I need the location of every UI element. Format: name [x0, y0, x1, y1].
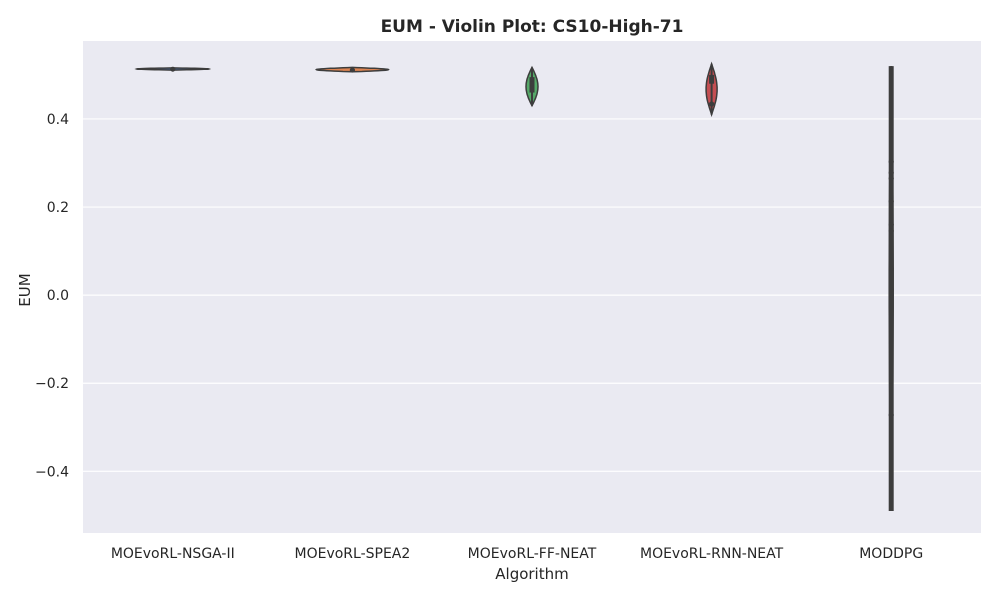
x-axis-label: Algorithm	[495, 565, 568, 583]
data-point	[888, 412, 894, 418]
violin-median	[529, 81, 535, 87]
x-tick-label: MOEvoRL-FF-NEAT	[468, 546, 597, 562]
x-axis-ticks: MOEvoRL-NSGA-II MOEvoRL-SPEA2 MOEvoRL-FF-N…	[111, 546, 923, 562]
violin-median	[170, 66, 176, 72]
data-point	[888, 286, 894, 293]
plot-area	[83, 41, 981, 533]
violin-moevorl-spea2	[315, 66, 390, 73]
chart-title: EUM - Violin Plot: CS10-High-71	[381, 17, 684, 37]
violins	[134, 61, 894, 512]
x-tick-label: MOEvoRL-RNN-NEAT	[640, 546, 784, 562]
data-point	[888, 175, 894, 182]
y-tick-label: 0.0	[47, 288, 69, 304]
violin-moevorl-nsga-ii	[134, 66, 212, 72]
violin-median	[709, 76, 715, 82]
y-tick-label: −0.4	[35, 464, 69, 480]
data-point	[888, 222, 894, 228]
y-tick-label: 0.4	[47, 112, 69, 128]
data-point	[888, 198, 894, 204]
x-tick-label: MOEvoRL-SPEA2	[295, 546, 411, 562]
x-tick-label: MODDPG	[859, 546, 923, 562]
x-tick-label: MOEvoRL-NSGA-II	[111, 546, 235, 562]
violin-moevorl-rnn-neat	[705, 61, 718, 118]
violin-moddpg	[888, 66, 894, 512]
data-point	[709, 101, 715, 107]
y-tick-label: 0.2	[47, 200, 69, 216]
y-axis-ticks: −0.4 −0.2 0.0 0.2 0.4	[35, 112, 69, 480]
violin-moevorl-ff-neat	[525, 65, 539, 108]
violin-median	[349, 67, 355, 73]
data-point	[888, 170, 894, 176]
data-point	[888, 228, 894, 234]
violin-median	[888, 292, 894, 298]
gridlines	[83, 118, 981, 472]
data-point	[888, 265, 894, 271]
y-tick-label: −0.2	[35, 376, 69, 392]
data-point	[888, 159, 894, 165]
y-axis-label: EUM	[16, 273, 34, 306]
